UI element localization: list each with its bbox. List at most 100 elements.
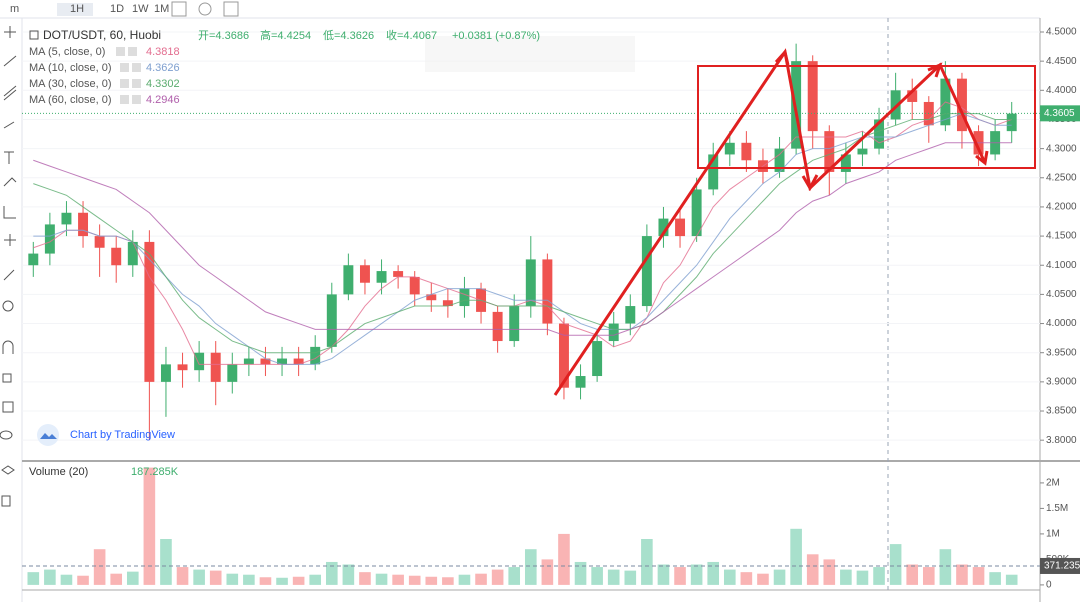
line-tool[interactable] — [3, 55, 17, 67]
candle-body — [111, 247, 122, 266]
y-tick-label: 4.4500 — [1046, 56, 1077, 67]
volume-bar — [392, 574, 404, 585]
volume-bar — [276, 577, 288, 585]
pattern-tool[interactable] — [3, 177, 17, 187]
legend-close[interactable] — [132, 79, 141, 88]
candle-body — [741, 142, 752, 161]
candle-body — [144, 241, 155, 382]
legend-value: 4.3302 — [146, 78, 180, 90]
volume-bar — [292, 576, 305, 585]
y-tick-label: 4.1500 — [1046, 231, 1077, 242]
top-toolbar — [0, 0, 1080, 18]
text-tool[interactable] — [4, 151, 14, 164]
volume-bar — [956, 564, 968, 585]
interval-button[interactable]: 1D — [110, 3, 124, 15]
y-tick-label: 3.8500 — [1046, 406, 1077, 417]
interval-button[interactable]: 1H — [70, 3, 84, 15]
candle-body — [94, 236, 105, 248]
volume-bar — [508, 567, 521, 585]
volume-bar — [27, 572, 40, 585]
volume-bar — [425, 576, 438, 585]
candle-body — [459, 288, 470, 307]
candle-body — [824, 131, 835, 172]
legend-close[interactable] — [132, 95, 141, 104]
candle-body — [558, 323, 569, 388]
volume-bar — [757, 573, 769, 585]
interval-button[interactable]: m — [10, 3, 19, 15]
volume-bar — [690, 564, 703, 585]
volume-bar — [773, 569, 786, 585]
legend-settings[interactable] — [116, 47, 125, 56]
volume-bar — [607, 569, 620, 585]
ruler-tool[interactable] — [3, 269, 15, 281]
candle-body — [359, 265, 370, 283]
candle-body — [542, 259, 553, 324]
volume-bar — [939, 549, 952, 585]
ma-line — [33, 113, 1012, 365]
legend-name: MA (5, close, 0) — [29, 46, 105, 58]
magnet-tool[interactable] — [2, 340, 14, 354]
volume-current: 187.285K — [131, 466, 179, 478]
watermark-icon — [37, 424, 59, 446]
arrow-heads — [774, 48, 989, 192]
volume-bar — [524, 549, 537, 585]
y-tick-label: 3.8000 — [1046, 435, 1077, 446]
settings-icon[interactable] — [198, 2, 212, 16]
active-interval[interactable] — [57, 3, 93, 16]
volume-bar — [60, 574, 73, 585]
channel-tool[interactable] — [3, 85, 17, 101]
volume-bar — [408, 575, 421, 585]
volume-bar — [740, 572, 753, 585]
last-price-tag — [1040, 105, 1080, 122]
trash-tool[interactable] — [1, 495, 11, 507]
candle-body — [907, 90, 918, 102]
candle-body — [807, 61, 818, 132]
candle-body — [442, 300, 453, 307]
predict-tool[interactable] — [3, 206, 16, 219]
layers-tool[interactable] — [1, 465, 15, 475]
candle-body — [774, 148, 785, 172]
volume-bar — [243, 574, 255, 585]
chart-header: DOT/USDT, 60, Huobi 开=4.3686 高=4.4254 低=… — [29, 28, 540, 42]
y-tick-label: 3.9000 — [1046, 377, 1077, 388]
candle-body — [243, 358, 254, 365]
volume-bar — [707, 561, 720, 585]
volume-bar — [657, 564, 670, 585]
volume-bar — [922, 567, 935, 585]
legend-close[interactable] — [132, 63, 141, 72]
volume-bar — [591, 567, 603, 585]
compare-icon[interactable] — [171, 1, 187, 17]
volume-bar — [226, 573, 239, 585]
volume-bar — [193, 569, 205, 585]
collapse-icon[interactable] — [29, 30, 39, 40]
interval-button[interactable]: 1W — [132, 3, 149, 15]
candle-body — [28, 253, 39, 266]
legend-settings[interactable] — [120, 63, 129, 72]
measure-tool[interactable] — [4, 234, 16, 246]
legend-name: MA (60, close, 0) — [29, 94, 112, 106]
volume-header: Volume (20) 187.285K — [29, 466, 179, 478]
lock-tool[interactable] — [2, 373, 12, 383]
legend-settings[interactable] — [120, 95, 129, 104]
lock-all-tool[interactable] — [2, 401, 14, 413]
candle-body — [658, 218, 669, 237]
screenshot-icon[interactable] — [223, 1, 239, 17]
volume-bar — [856, 570, 869, 585]
legend-close[interactable] — [128, 47, 137, 56]
hide-tool[interactable] — [0, 430, 13, 440]
candle-body — [127, 241, 138, 266]
candle-body — [625, 306, 636, 324]
interval-button[interactable]: 1M — [154, 3, 169, 15]
candle-body — [641, 236, 652, 307]
zoom-tool[interactable] — [2, 300, 14, 312]
fib-tool[interactable] — [3, 121, 15, 129]
legend-settings[interactable] — [120, 79, 129, 88]
cross-tool[interactable] — [4, 26, 16, 38]
watermark: Chart by TradingView — [37, 424, 175, 446]
candle-body — [409, 276, 420, 295]
y-tick-label: 4.5000 — [1046, 27, 1077, 38]
change: +0.0381 (+0.87%) — [452, 30, 540, 42]
candle-body — [608, 323, 619, 342]
ma-line — [33, 101, 1012, 365]
volume-bar — [259, 577, 272, 585]
